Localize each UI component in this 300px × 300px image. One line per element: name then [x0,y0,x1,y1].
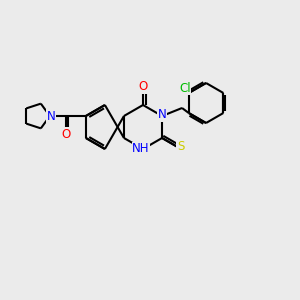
Text: N: N [46,110,55,122]
Text: Cl: Cl [179,82,190,94]
Text: N: N [158,109,167,122]
Text: NH: NH [132,142,150,155]
Text: S: S [177,140,184,154]
Text: O: O [61,128,70,140]
Text: O: O [138,80,148,94]
